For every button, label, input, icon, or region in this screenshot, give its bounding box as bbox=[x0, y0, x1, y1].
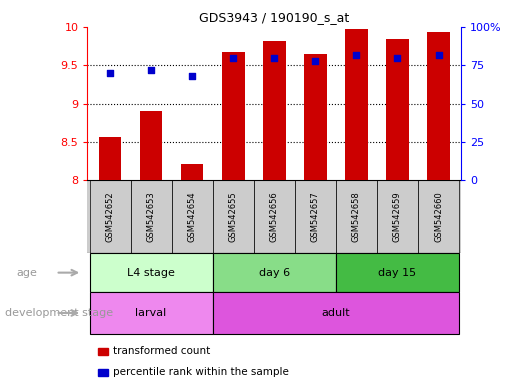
Bar bbox=[418, 180, 459, 253]
Bar bbox=[140, 111, 162, 180]
Text: transformed count: transformed count bbox=[113, 346, 210, 356]
Point bbox=[229, 55, 237, 61]
Bar bbox=[377, 180, 418, 253]
Bar bbox=[386, 39, 409, 180]
Text: adult: adult bbox=[322, 308, 350, 318]
Point bbox=[106, 70, 114, 76]
Text: GSM542659: GSM542659 bbox=[393, 192, 402, 242]
Point bbox=[147, 67, 155, 73]
Point bbox=[188, 73, 197, 79]
Bar bbox=[99, 137, 121, 180]
Point bbox=[352, 51, 360, 58]
Bar bbox=[213, 180, 254, 253]
Text: GSM542654: GSM542654 bbox=[188, 192, 197, 242]
Text: GSM542652: GSM542652 bbox=[105, 192, 114, 242]
Bar bbox=[336, 180, 377, 253]
Text: L4 stage: L4 stage bbox=[127, 268, 175, 278]
Text: day 15: day 15 bbox=[378, 268, 417, 278]
Bar bbox=[181, 164, 204, 180]
Bar bbox=[295, 180, 336, 253]
Bar bbox=[213, 253, 336, 292]
Point bbox=[393, 55, 402, 61]
Bar bbox=[304, 54, 326, 180]
Text: GSM542655: GSM542655 bbox=[229, 192, 238, 242]
Point bbox=[270, 55, 279, 61]
Text: GSM542657: GSM542657 bbox=[311, 192, 320, 242]
Text: GSM542653: GSM542653 bbox=[147, 192, 156, 242]
Bar bbox=[213, 292, 459, 334]
Text: GSM542656: GSM542656 bbox=[270, 192, 279, 242]
Bar bbox=[172, 180, 213, 253]
Text: age: age bbox=[16, 268, 37, 278]
Text: larval: larval bbox=[136, 308, 167, 318]
Bar bbox=[336, 253, 459, 292]
Bar bbox=[427, 32, 450, 180]
Title: GDS3943 / 190190_s_at: GDS3943 / 190190_s_at bbox=[199, 11, 349, 24]
Bar bbox=[90, 180, 130, 253]
Text: development stage: development stage bbox=[5, 308, 113, 318]
Bar bbox=[90, 253, 213, 292]
Point bbox=[434, 51, 443, 58]
Bar bbox=[263, 41, 286, 180]
Text: GSM542658: GSM542658 bbox=[352, 192, 361, 242]
Bar bbox=[254, 180, 295, 253]
Bar bbox=[345, 29, 368, 180]
Point bbox=[311, 58, 320, 64]
Text: percentile rank within the sample: percentile rank within the sample bbox=[113, 367, 289, 377]
Bar bbox=[222, 52, 244, 180]
Bar bbox=[130, 180, 172, 253]
Text: day 6: day 6 bbox=[259, 268, 290, 278]
Text: GSM542660: GSM542660 bbox=[434, 192, 443, 242]
Bar bbox=[90, 292, 213, 334]
